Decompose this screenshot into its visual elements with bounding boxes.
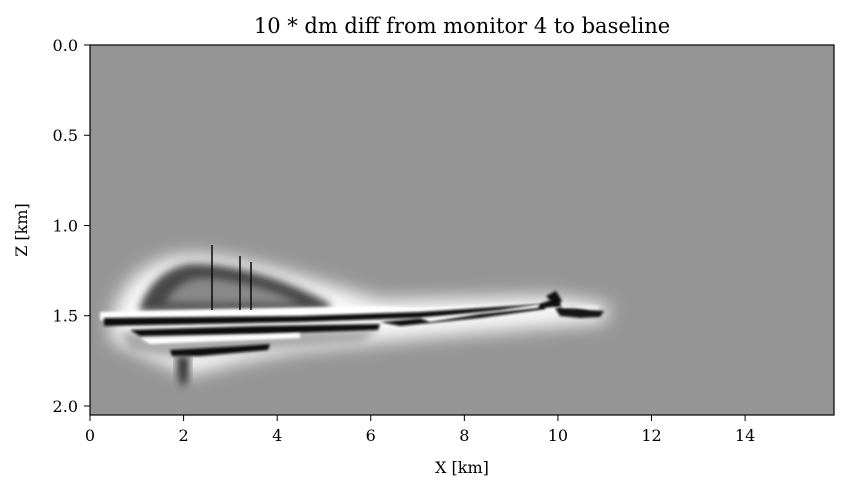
y-axis: 0.0 0.5 1.0 1.5 2.0	[53, 36, 90, 416]
band-tail-2	[420, 304, 540, 322]
chart-title: 10 * dm diff from monitor 4 to baseline	[254, 14, 670, 38]
band-white-lower	[140, 333, 300, 344]
anomaly-dome-light	[165, 278, 300, 304]
x-tick-label: 12	[641, 426, 661, 445]
band-black-main	[104, 298, 562, 326]
right-lobe-white	[562, 304, 600, 309]
x-tick-label: 8	[459, 426, 469, 445]
y-tick-label: 2.0	[53, 397, 78, 416]
x-tick-label: 6	[366, 426, 376, 445]
band-black-deep	[170, 344, 270, 356]
y-tick-label: 0.0	[53, 36, 78, 55]
band-white-main	[100, 302, 560, 320]
y-axis-label: Z [km]	[12, 203, 31, 257]
plot-area	[90, 45, 834, 415]
y-tick-label: 1.5	[53, 307, 78, 326]
left-plume	[176, 356, 190, 388]
x-tick-label: 0	[85, 426, 95, 445]
y-tick-label: 1.0	[53, 216, 78, 235]
right-lobe	[555, 306, 604, 318]
y-tick-label: 0.5	[53, 126, 78, 145]
x-axis: 0 2 4 6 8 10 12 14	[85, 415, 755, 445]
right-bump	[546, 291, 562, 306]
x-tick-label: 2	[178, 426, 188, 445]
plot-frame	[89, 44, 835, 416]
band-black-lower	[130, 324, 380, 336]
reflector-bands	[100, 291, 604, 388]
vertical-spikes	[211, 245, 252, 310]
x-tick-label: 14	[735, 426, 755, 445]
x-tick-label: 10	[548, 426, 568, 445]
x-tick-label: 4	[272, 426, 282, 445]
x-axis-label: X [km]	[435, 458, 489, 477]
